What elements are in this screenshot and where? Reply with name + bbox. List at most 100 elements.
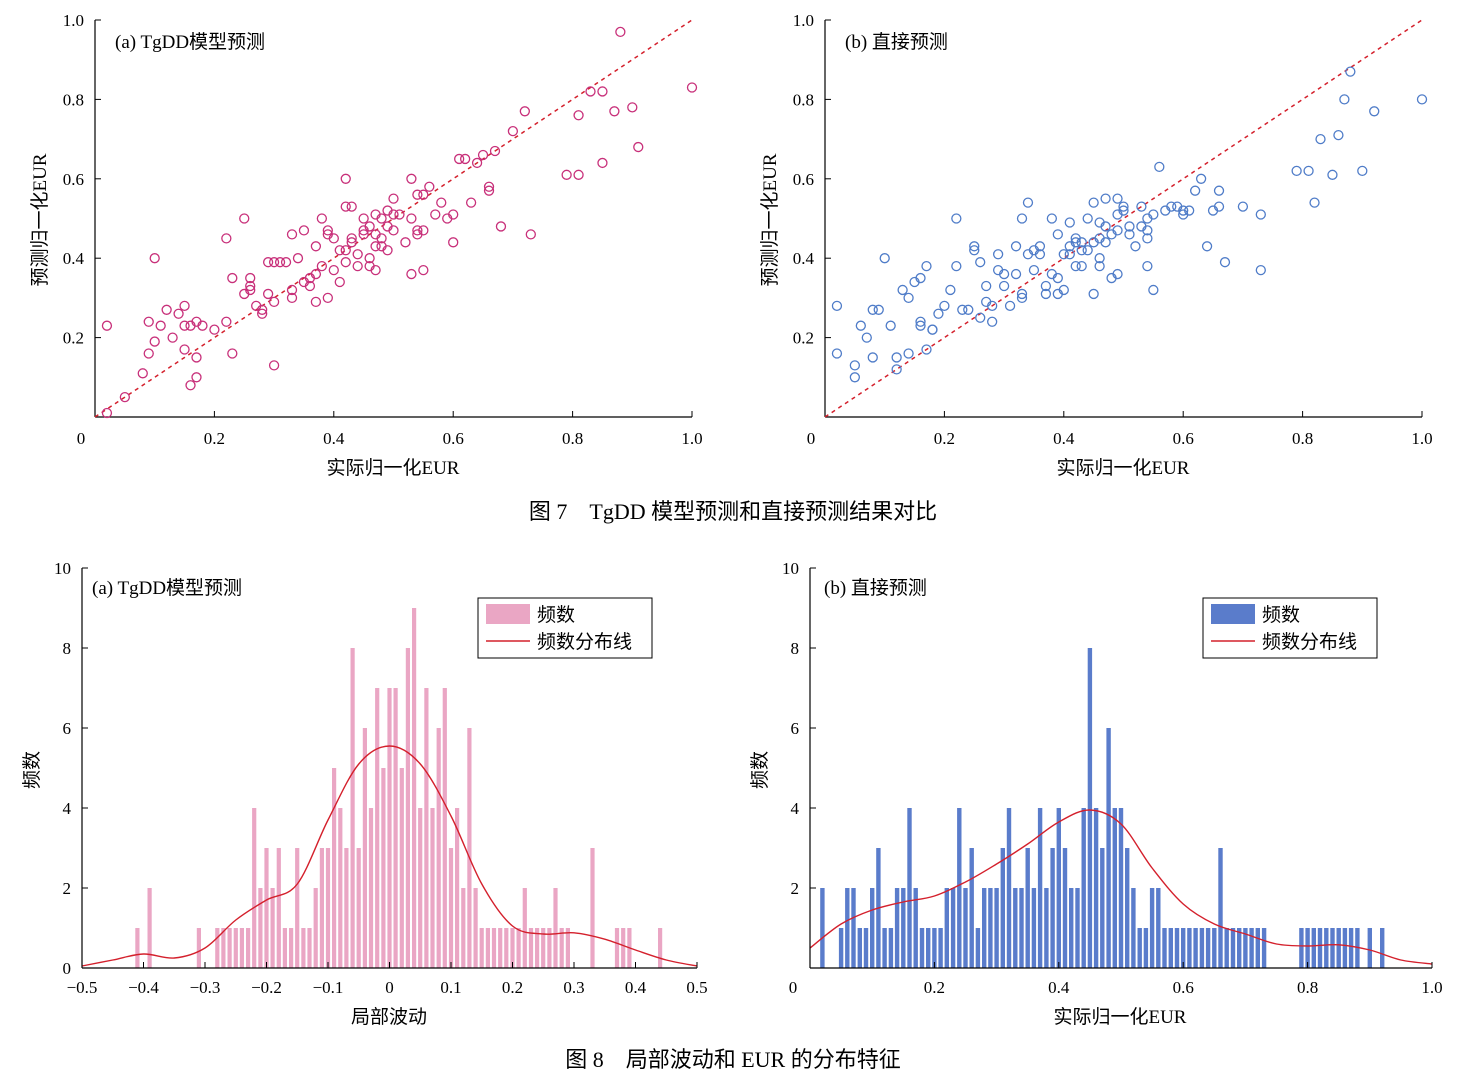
data-point [897,284,908,296]
histogram-bar [307,928,312,968]
data-point [1148,209,1159,220]
data-point [1166,201,1177,212]
histogram-bar [289,928,294,968]
histogram-bar [282,928,287,968]
data-point [998,268,1010,280]
histogram-bar [1255,928,1260,968]
histogram-bar [901,888,906,968]
histogram-bar [528,928,534,968]
x-tick-label: −0.2 [251,978,282,997]
fig7a-scatter-plot: 0 0.2 0.4 0.6 0.8 1.0 0.2 0.4 0.6 0.8 1.0 (a) TgDD… [29,11,703,479]
data-point [915,320,926,331]
data-point [1189,185,1201,196]
histogram-bar [614,928,620,968]
data-point [221,316,232,327]
data-point [322,225,333,236]
data-point [1070,237,1081,248]
data-point [394,209,405,220]
histogram-bar [1143,928,1149,968]
y-tick-label: 0.4 [63,249,85,268]
data-point [1010,268,1022,280]
data-point [1213,201,1225,212]
data-point [1052,272,1063,284]
histogram-bar [888,928,894,968]
histogram-bar [957,808,962,968]
data-point [1219,257,1231,268]
data-point [197,320,208,331]
fig8b-legend-line-label: 频数分布线 [1262,631,1357,653]
histogram-bar [1087,648,1093,968]
histogram-bar [424,688,429,968]
data-point [1028,264,1040,276]
data-point [686,82,698,93]
histogram-bar [541,928,546,968]
data-point [939,300,950,311]
data-point [209,324,220,335]
histogram-bar [473,888,478,968]
data-point [358,213,369,224]
data-point [915,272,926,284]
data-point [1034,249,1046,260]
fig8b-x-axis-label: 实际归一化EUR [1053,1006,1186,1028]
data-point [1004,300,1016,311]
histogram-bar [882,928,887,968]
histogram-bar [381,768,386,968]
data-point [143,316,154,327]
fig8b-y-axis-label: 频数 [749,751,771,789]
fig8a-y-axis-label: 频数 [21,751,43,789]
data-point [1088,197,1099,208]
data-point [334,245,345,256]
histogram-bar [851,888,856,968]
y-tick-label: 0.2 [793,329,814,348]
x-tick-label: 0.2 [934,429,955,448]
data-point [1309,197,1320,208]
data-point [298,225,310,236]
data-point [191,372,202,383]
data-point [1016,292,1028,304]
data-point [370,241,381,252]
histogram-bar [938,928,943,968]
histogram-bar [1106,728,1111,968]
data-point [239,213,250,224]
histogram-bar [1249,928,1254,968]
y-tick-label: 0.6 [63,170,84,189]
data-point [376,213,387,224]
x-tick-label: 0.6 [443,429,464,448]
histogram-bar [405,648,410,968]
data-point [867,304,878,315]
data-point [430,209,441,220]
data-point [1094,253,1105,264]
fig7a-x-axis-label: 实际归一化EUR [326,457,459,479]
histogram-bar [516,928,521,968]
x-tick-label: 0.2 [204,429,225,448]
data-point [268,257,280,268]
histogram-bar [135,928,140,968]
x-tick-label: 0.3 [563,978,584,997]
histogram-bar [252,808,257,968]
histogram-bar [950,888,956,968]
data-point [987,300,998,311]
histogram-bar [430,808,435,968]
histogram-bar [313,888,318,968]
histogram-bar [1037,808,1043,968]
histogram-bar [870,888,875,968]
x-tick-label: 1.0 [1411,429,1432,448]
data-point [262,288,274,300]
data-point [873,304,884,315]
data-point [867,352,878,363]
data-point [1118,201,1129,212]
data-point [465,197,477,208]
histogram-bar [988,888,993,968]
histogram-bar [1305,928,1310,968]
y-tick-label: 0.8 [793,90,814,109]
histogram-bar [436,728,441,968]
data-point [1058,249,1069,260]
data-point [585,86,596,97]
data-point [561,169,572,180]
data-point [286,229,298,240]
data-point [1100,237,1111,248]
data-point [573,169,584,180]
data-point [1124,221,1135,232]
histogram-bar [1181,928,1186,968]
data-point [436,197,447,208]
